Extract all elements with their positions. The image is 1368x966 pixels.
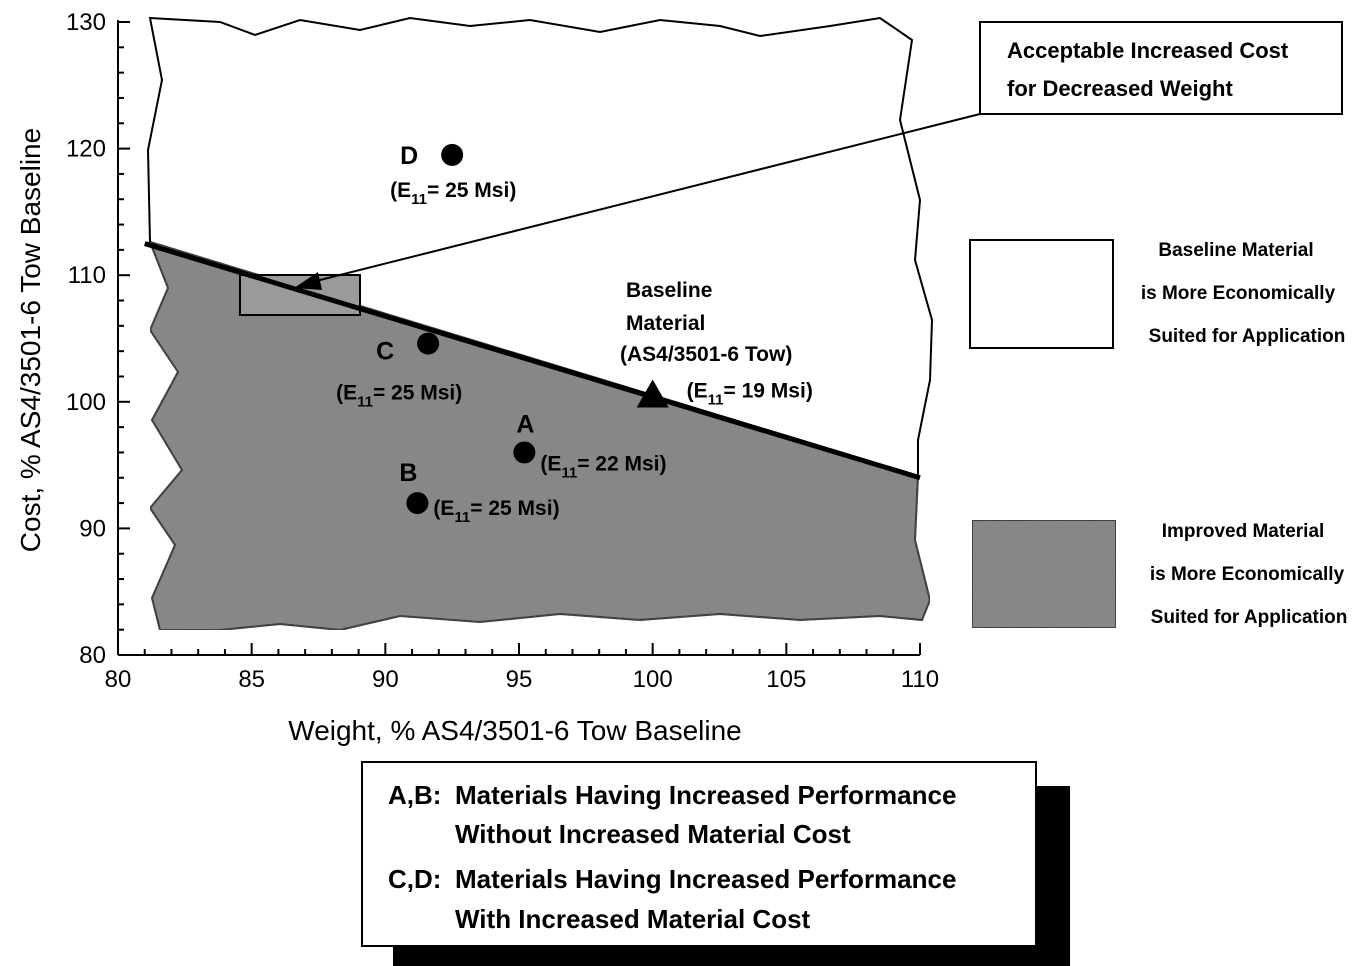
x-tick-label: 105 — [766, 666, 806, 693]
legend-swatch-baseline — [969, 239, 1114, 349]
note-cd-lead: C,D: — [388, 864, 441, 894]
data-points: D(E11= 25 Msi)C(E11= 25 Msi)A(E11= 22 Ms… — [336, 142, 813, 526]
legend-improved-line-3: Suited for Application — [1151, 607, 1348, 628]
annotation-value: = 25 Msi) — [373, 382, 462, 405]
legend-swatch-improved — [971, 519, 1117, 629]
callout-arrow-head — [294, 272, 322, 290]
acceptable-cost-box — [239, 274, 361, 316]
y-tick-label: 130 — [66, 9, 106, 36]
annotation-value: = 19 Msi) — [724, 379, 813, 402]
x-axis-title: Weight, % AS4/3501-6 Tow Baseline — [288, 715, 741, 746]
y-tick-label: 110 — [68, 262, 106, 289]
baseline-triangle-marker — [636, 379, 669, 408]
cost-weight-boundary-line — [144, 241, 921, 481]
note-cd-line-1: Materials Having Increased Performance — [455, 864, 956, 894]
y-tick-label: 100 — [66, 389, 106, 416]
x-tick-label: 90 — [372, 666, 399, 693]
annotation-value: = 25 Msi) — [427, 179, 516, 202]
y-tick-label: 120 — [66, 136, 106, 163]
legend-baseline-line-1: Baseline Material — [1158, 240, 1313, 261]
point-c-label: C — [376, 338, 394, 366]
callout-line-1: Acceptable Increased Cost — [1007, 38, 1289, 63]
y-tick-label: 80 — [79, 642, 106, 669]
point-c-marker — [417, 332, 440, 355]
point-a-marker — [513, 441, 536, 464]
annotation-prefix: (E — [540, 452, 561, 475]
annotation-subscript: 11 — [454, 509, 470, 526]
legend-improved-line-2: is More Economically — [1150, 564, 1345, 585]
point-d-annotation: (E11= 25 Msi) — [390, 179, 516, 208]
annotation-prefix: (E — [687, 379, 708, 402]
baseline-region — [146, 16, 934, 478]
improved-region — [148, 240, 932, 632]
annotation-prefix: (E — [336, 382, 357, 405]
x-ticks: 80 85 90 95 100 105 110 — [105, 643, 939, 693]
annotation-value: = 22 Msi) — [577, 452, 666, 475]
point-d-marker — [441, 143, 464, 166]
point-a-label: A — [516, 410, 534, 438]
x-tick-label: 85 — [238, 666, 265, 693]
annotation-subscript: 11 — [411, 191, 427, 208]
note-ab-line-2: Without Increased Material Cost — [455, 819, 851, 849]
annotation-subscript: 11 — [708, 391, 724, 408]
baseline-label-line: Material — [626, 312, 705, 335]
note-cd-line-2: With Increased Material Cost — [455, 904, 811, 934]
legend-baseline-line-3: Suited for Application — [1149, 326, 1346, 347]
callout-box — [979, 21, 1343, 115]
point-b-marker — [406, 492, 429, 515]
annotation-prefix: (E — [433, 497, 454, 520]
annotation-subscript: 11 — [357, 394, 373, 411]
point-a-annotation: (E11= 22 Msi) — [540, 452, 666, 481]
x-tick-label: 100 — [633, 666, 673, 693]
x-tick-label: 110 — [901, 666, 939, 693]
y-ticks: 80 90 100 110 120 130 — [66, 9, 130, 669]
annotation-prefix: (E — [390, 179, 411, 202]
annotation-value: = 25 Msi) — [470, 497, 559, 520]
notes-box — [361, 761, 1037, 947]
legend-baseline-line-2: is More Economically — [1141, 283, 1336, 304]
x-tick-label: 80 — [105, 666, 132, 693]
y-axis-title: Cost, % AS4/3501-6 Tow Baseline — [15, 128, 46, 552]
point-d-label: D — [400, 142, 418, 170]
point-c-annotation: (E11= 25 Msi) — [336, 382, 462, 411]
point-baseline-annotation: (E11= 19 Msi) — [687, 379, 813, 408]
legend-improved-line-1: Improved Material — [1162, 521, 1325, 542]
baseline-material-label: Baseline Material (AS4/3501-6 Tow) — [620, 279, 792, 366]
x-tick-label: 95 — [506, 666, 533, 693]
y-tick-label: 90 — [79, 515, 106, 542]
callout-arrow-line — [311, 113, 981, 283]
baseline-label-line: (AS4/3501-6 Tow) — [620, 343, 792, 366]
callout-line-2: for Decreased Weight — [1007, 76, 1233, 101]
point-b-label: B — [399, 459, 417, 487]
annotation-subscript: 11 — [561, 464, 577, 481]
note-ab-lead: A,B: — [388, 780, 441, 810]
baseline-label-line: Baseline — [626, 279, 712, 302]
note-ab-line-1: Materials Having Increased Performance — [455, 780, 956, 810]
point-b-annotation: (E11= 25 Msi) — [433, 497, 559, 526]
